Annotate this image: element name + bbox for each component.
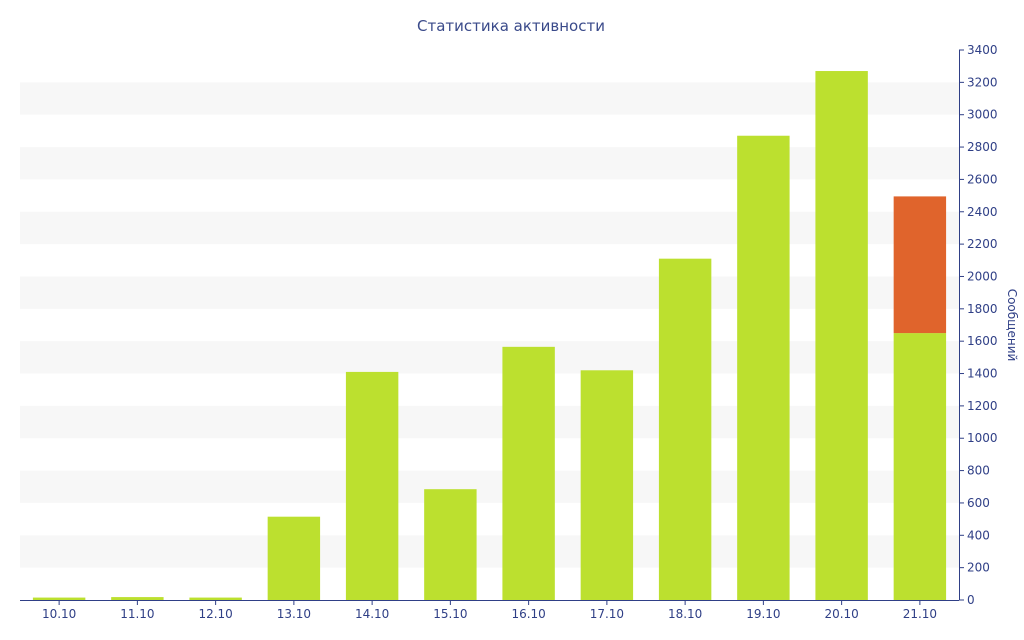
x-tick-label: 15.10 bbox=[433, 607, 467, 621]
bar bbox=[32, 597, 86, 600]
x-tick-label: 18.10 bbox=[668, 607, 702, 621]
y-tick-label: 3400 bbox=[967, 43, 998, 57]
grid-band bbox=[20, 535, 959, 568]
grid-band bbox=[20, 405, 959, 439]
grid-band bbox=[20, 470, 959, 503]
bar bbox=[658, 258, 712, 600]
bars bbox=[32, 71, 947, 600]
y-tick-label: 2600 bbox=[967, 172, 998, 186]
bar bbox=[502, 346, 555, 600]
bar bbox=[424, 489, 477, 600]
y-tick-label: 2800 bbox=[967, 140, 998, 154]
grid-band bbox=[20, 147, 959, 180]
x-tick-label: 10.10 bbox=[42, 607, 76, 621]
chart-title: Статистика активности bbox=[417, 17, 605, 35]
bar bbox=[893, 333, 947, 600]
y-tick-label: 600 bbox=[967, 496, 990, 510]
bar bbox=[815, 71, 868, 600]
bar bbox=[345, 371, 399, 600]
y-tick-label: 1800 bbox=[967, 302, 998, 316]
x-tick-label: 11.10 bbox=[120, 607, 154, 621]
y-tick-label: 3000 bbox=[967, 108, 998, 122]
y-tick-label: 800 bbox=[967, 464, 990, 478]
y-tick-label: 2000 bbox=[967, 269, 998, 283]
x-tick-label: 16.10 bbox=[511, 607, 545, 621]
axes bbox=[20, 50, 960, 601]
y-tick-label: 0 bbox=[967, 593, 975, 607]
x-tick-label: 19.10 bbox=[746, 607, 780, 621]
bar bbox=[580, 370, 634, 600]
grid-bands bbox=[20, 82, 959, 568]
y-tick-label: 1400 bbox=[967, 367, 998, 381]
bar bbox=[189, 597, 242, 600]
x-tick-label: 20.10 bbox=[824, 607, 858, 621]
x-tick-label: 12.10 bbox=[198, 607, 232, 621]
x-axis-ticks: 10.10 11.10 12.10 13.10 14.10 15.10 16.10 17.10… bbox=[42, 600, 937, 621]
y-tick-label: 2400 bbox=[967, 205, 998, 219]
bar bbox=[267, 516, 321, 600]
y-tick-label: 400 bbox=[967, 528, 990, 542]
grid-band bbox=[20, 82, 959, 115]
y-axis-ticks: 0 200 400 600 800 1000 1200 1400 1600 1800 2000 220… bbox=[959, 43, 998, 607]
bar bbox=[111, 597, 164, 600]
grid-band bbox=[20, 211, 959, 245]
bar bbox=[737, 135, 790, 600]
y-axis-label: Сообщений bbox=[1005, 289, 1019, 362]
bar-segment bbox=[893, 196, 947, 334]
y-tick-label: 3200 bbox=[967, 75, 998, 89]
x-tick-label: 17.10 bbox=[590, 607, 624, 621]
y-tick-label: 1600 bbox=[967, 334, 998, 348]
x-tick-label: 13.10 bbox=[277, 607, 311, 621]
x-tick-label: 14.10 bbox=[355, 607, 389, 621]
grid-band bbox=[20, 276, 959, 309]
y-tick-label: 1200 bbox=[967, 399, 998, 413]
x-tick-label: 21.10 bbox=[903, 607, 937, 621]
y-tick-label: 1000 bbox=[967, 431, 998, 445]
grid-band bbox=[20, 341, 959, 374]
y-tick-label: 2200 bbox=[967, 237, 998, 251]
y-tick-label: 200 bbox=[967, 561, 990, 575]
